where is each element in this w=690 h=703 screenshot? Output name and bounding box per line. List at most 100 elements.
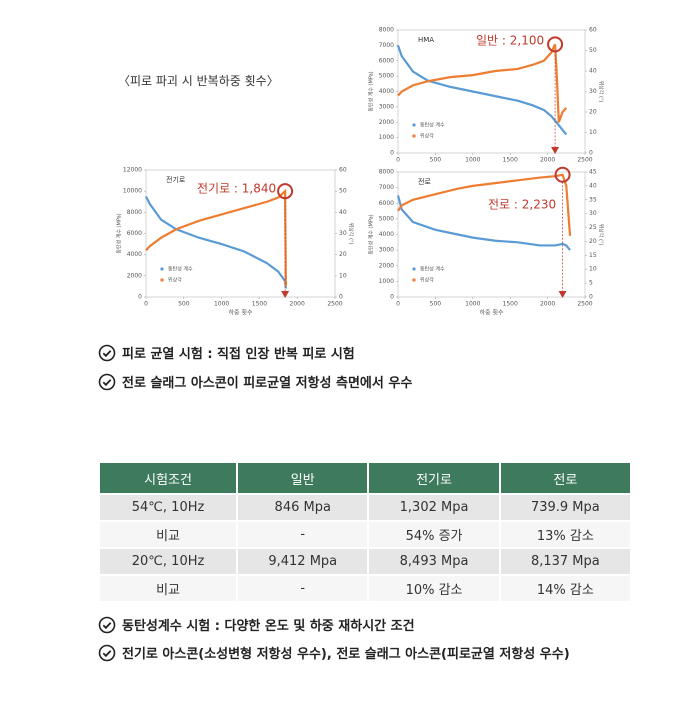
y2-tick-label: 10 [339, 272, 347, 279]
x-tick-label: 1500 [503, 301, 518, 308]
header-cell: 전로 [498, 461, 633, 495]
check-icon [98, 644, 116, 661]
y2-tick-label: 20 [339, 251, 347, 258]
table-cell: 비교 [97, 520, 239, 549]
y2-tick-label: 0 [339, 294, 343, 301]
y-tick-label: 2000 [127, 272, 142, 279]
y-tick-label: 2000 [379, 119, 394, 126]
heading: 〈피로 파괴 시 반복하중 횟수〉 [118, 74, 279, 88]
table-row: 54℃, 10Hz 846 Mpa 1,302 Mpa 739.9 Mpa [97, 493, 633, 522]
legend-marker [412, 267, 416, 271]
y2-tick-label: 0 [589, 150, 593, 157]
check-icon [98, 616, 116, 633]
check-icon [98, 344, 116, 361]
legend-marker [412, 134, 416, 138]
x-tick-label: 1000 [465, 301, 480, 308]
legend-label: 동탄성 계수 [420, 266, 445, 273]
y2-tick-label: 35 [589, 196, 597, 203]
y2-tick-label: 15 [589, 252, 597, 259]
table-row: 20℃, 10Hz 9,412 Mpa 8,493 Mpa 8,137 Mpa [97, 547, 633, 576]
x-axis-label: 하중 횟수 [229, 309, 253, 317]
y-tick-label: 0 [390, 294, 394, 301]
y2-tick-label: 50 [589, 47, 597, 54]
bullet-text: 피로 균열 시험 : 직접 인장 반복 피로 시험 [122, 347, 355, 362]
table-cell: 846 Mpa [236, 493, 370, 522]
legend-marker [160, 267, 164, 271]
y2-tick-label: 40 [339, 209, 347, 216]
y-tick-label: 6000 [379, 200, 394, 207]
y2-tick-label: 40 [589, 68, 597, 75]
arrow-head [558, 291, 567, 298]
table-cell: 54℃, 10Hz [97, 493, 239, 522]
table-cell: 비교 [97, 574, 239, 603]
y2-tick-label: 45 [589, 169, 597, 176]
x-tick-label: 2000 [540, 301, 555, 308]
table-body: 54℃, 10Hz 846 Mpa 1,302 Mpa 739.9 Mpa 비교 -54%… [97, 493, 633, 603]
y-tick-label: 10000 [123, 188, 142, 195]
y2-axis-label: 위상각 (°) [598, 224, 605, 246]
y2-tick-label: 10 [589, 129, 597, 136]
table-cell: 1,302 Mpa [367, 493, 501, 522]
y-tick-label: 1000 [379, 134, 394, 141]
series-line [397, 173, 572, 236]
table-cell: - [236, 520, 370, 549]
legend-label: 동탄성 계수 [168, 266, 193, 273]
table-cell: 9,412 Mpa [236, 547, 370, 576]
table-cell: 8,493 Mpa [367, 547, 501, 576]
y-tick-label: 2000 [379, 262, 394, 269]
y-tick-label: 0 [390, 150, 394, 157]
y-tick-label: 6000 [127, 230, 142, 237]
x-tick-label: 500 [430, 301, 442, 308]
x-tick-label: 0 [396, 157, 400, 164]
header-cell: 일반 [236, 461, 370, 495]
y-tick-label: 7000 [379, 184, 394, 191]
annotation: 전로 : 2,230 [488, 198, 556, 212]
y-axis-label: 동탄성 계수 (MPa) [368, 214, 375, 254]
bullet-text: 전로 슬래그 아스콘이 피로균열 저항성 측면에서 우수 [122, 376, 413, 391]
table-cell: 13% 감소 [498, 520, 633, 549]
x-tick-label: 500 [178, 301, 190, 308]
legend-label: 동탄성 계수 [420, 122, 445, 129]
bullet-text: 동탄성계수 시험 : 다양한 온도 및 하중 재하시간 조건 [122, 619, 415, 634]
y2-tick-label: 20 [589, 238, 597, 245]
y2-tick-label: 25 [589, 224, 597, 231]
x-tick-label: 2500 [577, 157, 592, 164]
table-header: 시험조건 일반 전기로 전로 [97, 461, 633, 495]
x-tick-label: 500 [430, 157, 442, 164]
y2-tick-label: 30 [339, 230, 347, 237]
table-row: 비교 -54% 증가 13% 감소 [97, 520, 633, 549]
table-cell: 54% 증가 [367, 520, 501, 549]
table-cell: 8,137 Mpa [498, 547, 633, 576]
y-tick-label: 0 [138, 294, 142, 301]
y-tick-label: 3000 [379, 103, 394, 110]
x-tick-label: 2000 [290, 301, 305, 308]
x-tick-label: 0 [144, 301, 148, 308]
check-icon [98, 373, 116, 390]
y2-tick-label: 60 [589, 27, 597, 34]
x-tick-label: 1500 [252, 301, 267, 308]
y-tick-label: 7000 [379, 42, 394, 49]
x-tick-label: 0 [396, 301, 400, 308]
annotation: 일반 : 2,100 [476, 34, 544, 48]
y-tick-label: 5000 [379, 73, 394, 80]
chart-title: 전로 [418, 177, 431, 186]
table-cell: - [236, 574, 370, 603]
table-cell: 739.9 Mpa [498, 493, 633, 522]
y2-tick-label: 30 [589, 210, 597, 217]
y2-tick-label: 20 [589, 109, 597, 116]
bullet: 피로 균열 시험 : 직접 인장 반복 피로 시험 [98, 343, 355, 362]
y2-tick-label: 50 [339, 188, 347, 195]
bullet: 전기로 아스콘(소성변형 저항성 우수), 전로 슬래그 아스콘(피로균열 저항… [98, 643, 570, 662]
x-tick-label: 1500 [503, 157, 518, 164]
series-line [145, 195, 287, 289]
bullet: 동탄성계수 시험 : 다양한 온도 및 하중 재하시간 조건 [98, 615, 415, 634]
y2-axis-label: 위상각 (°) [598, 81, 605, 103]
x-tick-label: 1000 [214, 301, 229, 308]
table-cell: 10% 감소 [367, 574, 501, 603]
legend-label: 위상각 [420, 277, 434, 284]
table: 시험조건 일반 전기로 전로 54℃, 10Hz 846 Mpa 1,302 Mpa 739… [97, 461, 633, 603]
y2-tick-label: 60 [339, 167, 347, 174]
y-tick-label: 8000 [379, 27, 394, 34]
y2-tick-label: 5 [589, 280, 593, 287]
